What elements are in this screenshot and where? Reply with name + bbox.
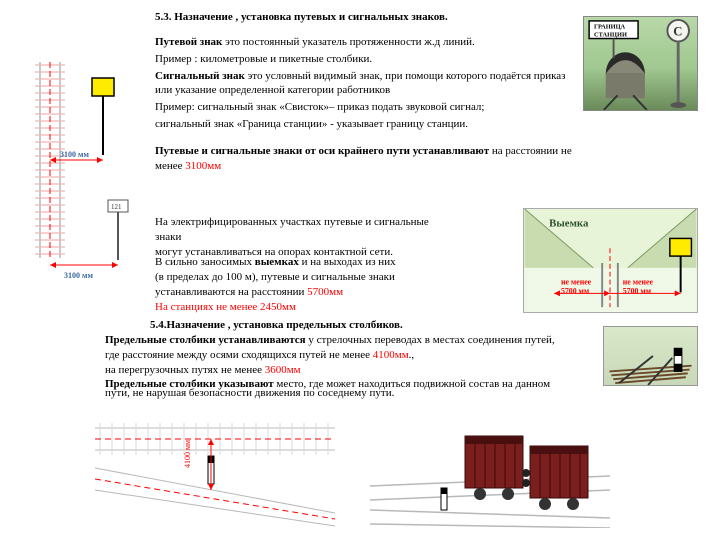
figure-station-boundary: ГРАНИЦА СТАНЦИИ С: [583, 16, 698, 111]
svg-text:3100 мм: 3100 мм: [64, 271, 93, 280]
svg-text:СТАНЦИИ: СТАНЦИИ: [594, 32, 627, 39]
p-distance: Путевые и сигнальные знаки от оси крайне…: [155, 144, 585, 174]
figure-rails-small: [603, 326, 698, 386]
section-5-3: 5.3. Назначение , установка путевых и си…: [155, 10, 585, 176]
svg-text:121: 121: [111, 203, 122, 211]
text-cutting: В сильно заносимых выемках и на выходах …: [155, 255, 475, 314]
svg-text:не менее: не менее: [561, 278, 592, 287]
heading-5-3: 5.3. Назначение , установка путевых и си…: [155, 10, 585, 25]
p-signal-sign: Сигнальный знак это условный видимый зна…: [155, 69, 585, 99]
svg-text:С: С: [673, 25, 682, 39]
p-example3: сигнальный знак «Граница станции» - указ…: [155, 117, 585, 132]
p-track-sign: Путевой знак это постоянный указатель пр…: [155, 35, 585, 50]
svg-text:3100 мм: 3100 мм: [60, 150, 89, 159]
figure-cars: [365, 418, 615, 528]
svg-text:5700 мм: 5700 мм: [561, 286, 590, 295]
p-example1: Пример : километровые и пикетные столбик…: [155, 52, 585, 67]
heading-5-4: 5.4.Назначение , установка предельных ст…: [105, 318, 665, 333]
svg-text:Выемка: Выемка: [549, 218, 589, 230]
last-line: пути, не нарушая безопасности движения п…: [105, 386, 665, 401]
p-example2: Пример: сигнальный знак «Свисток»– прика…: [155, 100, 585, 115]
text-electrified: На электрифицированных участках путевые …: [155, 215, 455, 260]
figure-sign-distance: 3100 мм 121 3100 мм: [30, 60, 140, 310]
figure-cutting: Выемка не менее 5700 мм не менее 5700 мм: [523, 208, 698, 313]
svg-text:ГРАНИЦА: ГРАНИЦА: [594, 24, 626, 31]
svg-text:4100 мм: 4100 мм: [183, 440, 192, 468]
section-5-4: 5.4.Назначение , установка предельных ст…: [105, 318, 665, 392]
svg-text:не менее: не менее: [623, 278, 654, 287]
figure-switch-diagram: 4100 мм: [90, 418, 340, 528]
svg-text:5700 мм: 5700 мм: [623, 286, 652, 295]
